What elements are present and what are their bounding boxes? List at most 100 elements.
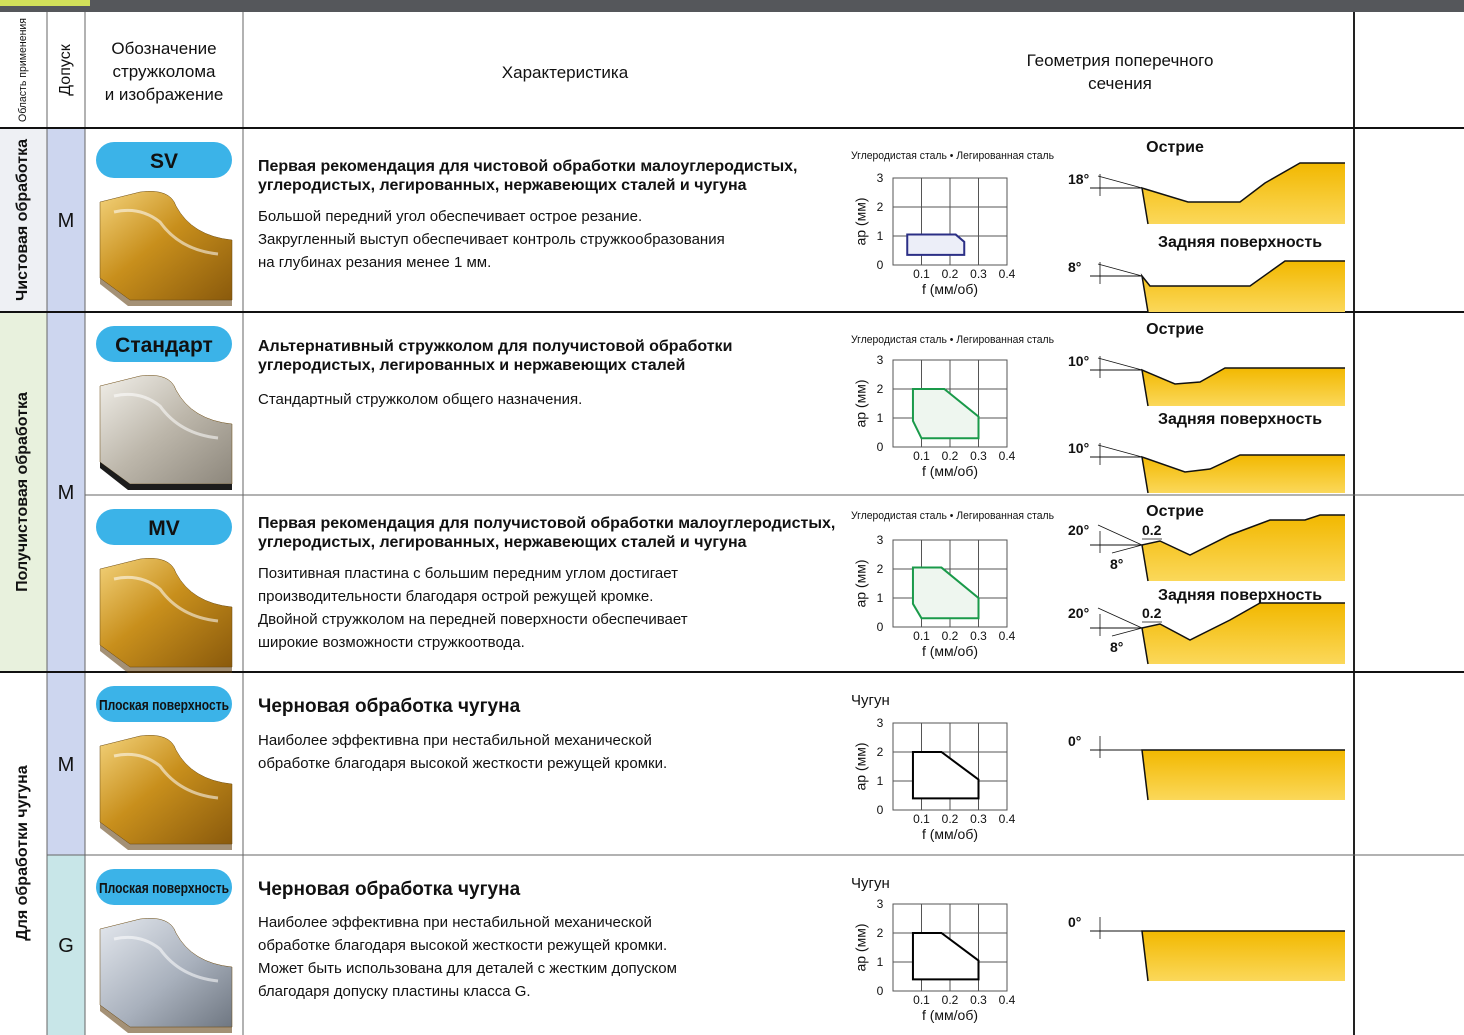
y-tick-label: 0 <box>877 258 884 272</box>
row-title: Первая рекомендация для получистовой обр… <box>258 515 835 532</box>
geometry-label: Острие <box>1146 503 1204 520</box>
header-tolerance: Допуск <box>57 43 74 95</box>
x-tick-label: 0.1 <box>913 812 930 826</box>
header-geometry: Геометрия поперечного <box>1027 51 1214 70</box>
area-cell <box>0 128 47 312</box>
y-tick-label: 0 <box>877 984 884 998</box>
area-cell <box>0 312 47 672</box>
profile-edge <box>1141 454 1345 494</box>
chart-ylabel: ap (мм) <box>853 197 869 245</box>
geometry-label: Задняя поверхность <box>1158 587 1322 604</box>
y-tick-label: 3 <box>877 716 884 730</box>
insert-groove <box>113 208 219 256</box>
chart-ylabel: ap (мм) <box>853 379 869 427</box>
insert-image <box>99 375 233 485</box>
tolerance-cell <box>47 855 85 1035</box>
angle-label: 20° <box>1068 522 1089 538</box>
geometry-label: Задняя поверхность <box>1158 234 1322 251</box>
y-tick-label: 3 <box>877 897 884 911</box>
row-title: Черновая обработка чугуна <box>258 879 521 900</box>
angle-line <box>1097 263 1143 277</box>
application-region <box>911 751 980 800</box>
y-tick-label: 1 <box>877 774 884 788</box>
profile-body <box>1142 163 1345 224</box>
row-description: обработке благодаря высокой жесткости ре… <box>258 755 667 772</box>
angle-label: 8° <box>1110 556 1123 572</box>
y-tick-label: 3 <box>877 171 884 185</box>
profile-body <box>1142 368 1345 406</box>
x-tick-label: 0.4 <box>999 449 1016 463</box>
chart-ylabel: ap (мм) <box>853 742 869 790</box>
y-tick-label: 1 <box>877 591 884 605</box>
tolerance-label: M <box>58 482 75 504</box>
backgrounds <box>0 128 85 1035</box>
row-description: на глубинах резания менее 1 мм. <box>258 254 491 271</box>
badge-label: Стандарт <box>115 334 213 357</box>
row-description: Закругленный выступ обеспечивает контрол… <box>258 231 725 248</box>
chart-material: Чугун <box>851 692 890 709</box>
geometry-label: Задняя поверхность <box>1158 411 1322 428</box>
application-region <box>906 233 966 256</box>
chart-xlabel: f (мм/об) <box>922 281 978 297</box>
group-label: Получистовая обработка <box>14 392 31 592</box>
x-tick-label: 0.1 <box>913 267 930 281</box>
header-area: Область применения <box>17 18 29 122</box>
angle-label: 10° <box>1068 353 1089 369</box>
chart-xlabel: f (мм/об) <box>922 643 978 659</box>
geometry-label: Острие <box>1146 139 1204 156</box>
chart-xlabel: f (мм/об) <box>922 1007 978 1023</box>
insert-edge <box>100 822 232 850</box>
x-tick-label: 0.4 <box>999 993 1016 1007</box>
row-description: Двойной стружколом на передней поверхнос… <box>258 611 688 628</box>
row-title: Первая рекомендация для чистовой обработ… <box>258 158 797 175</box>
y-tick-label: 2 <box>877 562 884 576</box>
angle-line <box>1097 357 1143 371</box>
y-tick-label: 0 <box>877 440 884 454</box>
row-description: Позитивная пластина с большим передним у… <box>258 565 678 582</box>
insert-edge <box>100 1005 232 1033</box>
row-description: широкие возможности стружкоотвода. <box>258 634 525 651</box>
profile-body <box>1142 750 1345 800</box>
badge-label: Плоская поверхность <box>99 697 229 714</box>
insert-groove <box>113 392 219 440</box>
y-tick-label: 2 <box>877 745 884 759</box>
x-tick-label: 0.1 <box>913 449 930 463</box>
x-tick-label: 0.3 <box>970 993 987 1007</box>
y-tick-label: 1 <box>877 411 884 425</box>
x-tick-label: 0.3 <box>970 629 987 643</box>
group-label: Чистовая обработка <box>14 139 31 301</box>
x-tick-label: 0.3 <box>970 267 987 281</box>
application-region <box>911 566 980 620</box>
row-description: обработке благодаря высокой жесткости ре… <box>258 937 667 954</box>
angle-line <box>1097 524 1143 546</box>
row-description: Стандартный стружколом общего назначения… <box>258 391 582 408</box>
top-bar <box>0 0 1464 12</box>
x-tick-label: 0.1 <box>913 993 930 1007</box>
header-breaker: и изображение <box>105 85 224 104</box>
land-label: 0.2 <box>1142 605 1162 621</box>
tolerance-label: M <box>58 754 75 776</box>
profile-edge <box>1140 260 1345 313</box>
tolerance-label: G <box>58 935 74 957</box>
x-tick-label: 0.4 <box>999 267 1016 281</box>
row-title: Черновая обработка чугуна <box>258 696 521 717</box>
y-tick-label: 0 <box>877 620 884 634</box>
angle-label: 10° <box>1068 440 1089 456</box>
angle-label: 20° <box>1068 605 1089 621</box>
profile-body <box>1142 931 1345 981</box>
badge <box>96 869 232 905</box>
profile-body <box>1142 603 1345 664</box>
angle-line <box>1111 544 1143 554</box>
y-tick-label: 2 <box>877 200 884 214</box>
angle-line <box>1111 627 1143 637</box>
insert-edge <box>100 462 232 490</box>
angle-label: 0° <box>1068 914 1081 930</box>
row-title: углеродистых, легированных, нержавеющих … <box>258 534 747 551</box>
x-tick-label: 0.2 <box>942 267 959 281</box>
header: Область применения Допуск Обозначение ст… <box>17 18 1214 122</box>
angle-line <box>1097 444 1143 458</box>
angle-label: 18° <box>1068 171 1089 187</box>
y-tick-label: 3 <box>877 353 884 367</box>
insert-image <box>99 735 233 845</box>
